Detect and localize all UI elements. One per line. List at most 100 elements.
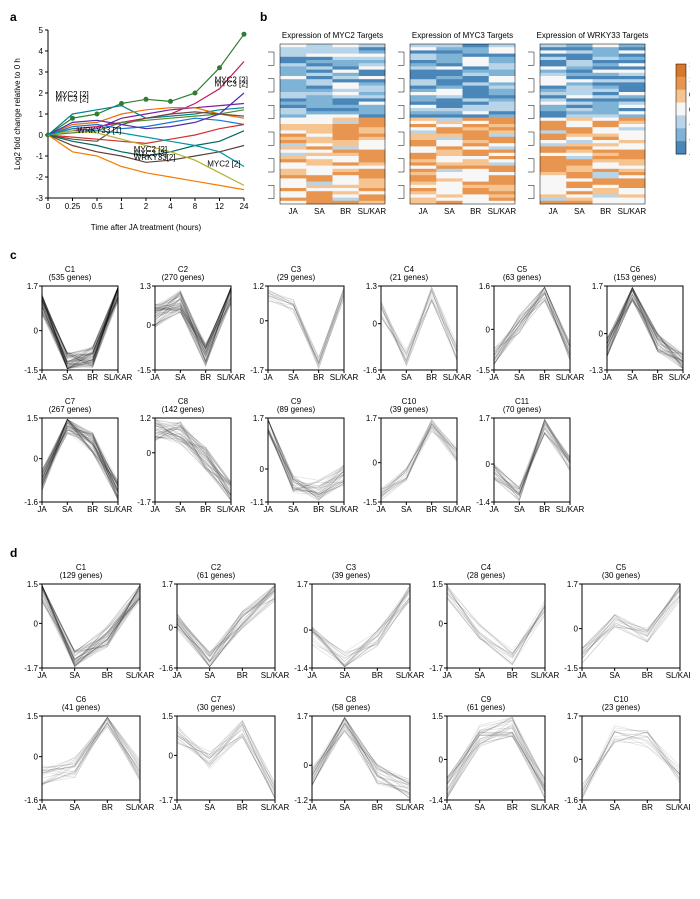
svg-text:0: 0	[373, 320, 378, 329]
svg-text:0: 0	[439, 619, 444, 628]
svg-text:BR: BR	[539, 373, 550, 382]
svg-text:0: 0	[574, 755, 579, 764]
svg-text:0: 0	[147, 321, 152, 330]
svg-text:SA: SA	[514, 505, 525, 514]
svg-text:1.5: 1.5	[27, 580, 39, 589]
svg-text:JA: JA	[602, 373, 612, 382]
svg-text:JA: JA	[489, 505, 499, 514]
svg-text:(21 genes): (21 genes)	[390, 273, 429, 282]
svg-text:1.7: 1.7	[366, 414, 378, 423]
svg-text:(30 genes): (30 genes)	[197, 703, 236, 712]
panel-d-clusters: C1(129 genes)-1.701.5JASABRSL/KARC2(61 g…	[10, 560, 690, 830]
svg-text:SA: SA	[339, 671, 350, 680]
svg-text:(535 genes): (535 genes)	[49, 273, 92, 282]
svg-text:1: 1	[119, 202, 124, 211]
svg-text:JA: JA	[442, 671, 452, 680]
svg-text:SA: SA	[69, 803, 80, 812]
svg-text:0: 0	[260, 317, 265, 326]
svg-text:0: 0	[34, 455, 39, 464]
svg-text:(61 genes): (61 genes)	[197, 571, 236, 580]
svg-text:(28 genes): (28 genes)	[467, 571, 506, 580]
svg-text:(70 genes): (70 genes)	[503, 405, 542, 414]
svg-text:JA: JA	[37, 671, 47, 680]
panel-b-heatmaps: Expression of MYC2 Targets JA SA BR SL/KAR Ex…	[260, 24, 690, 224]
svg-text:Log2 fold change relative to 0: Log2 fold change relative to 0 h	[13, 58, 22, 170]
svg-text:1.5: 1.5	[432, 712, 444, 721]
svg-text:BR: BR	[313, 505, 324, 514]
svg-text:JA: JA	[172, 671, 182, 680]
svg-text:BR: BR	[426, 505, 437, 514]
svg-text:BR: BR	[87, 505, 98, 514]
svg-text:(58 genes): (58 genes)	[332, 703, 371, 712]
svg-text:SL/KAR: SL/KAR	[488, 207, 517, 216]
svg-text:SA: SA	[204, 803, 215, 812]
svg-text:SA: SA	[627, 373, 638, 382]
svg-text:BR: BR	[102, 671, 113, 680]
panel-c: c C1(535 genes)-1.501.7JASABRSL/KARC2(27…	[10, 248, 690, 532]
svg-text:Expression of MYC3 Targets: Expression of MYC3 Targets	[412, 31, 513, 40]
svg-text:(29 genes): (29 genes)	[277, 273, 316, 282]
svg-text:SA: SA	[474, 671, 485, 680]
svg-text:SL/KAR: SL/KAR	[618, 207, 647, 216]
svg-text:SA: SA	[62, 505, 73, 514]
svg-text:SA: SA	[401, 373, 412, 382]
svg-text:BR: BR	[102, 803, 113, 812]
svg-text:12: 12	[215, 202, 224, 211]
svg-text:0: 0	[373, 459, 378, 468]
panel-b: b Expression of MYC2 TargetsJASABRSL/KAR…	[250, 10, 690, 224]
svg-text:JA: JA	[548, 207, 558, 216]
svg-text:SA: SA	[69, 671, 80, 680]
panel-c-label: c	[10, 248, 690, 262]
svg-text:1.3: 1.3	[140, 282, 152, 291]
svg-text:BR: BR	[87, 373, 98, 382]
svg-text:24: 24	[240, 202, 249, 211]
svg-text:SL/KAR: SL/KAR	[217, 373, 246, 382]
svg-text:SA: SA	[444, 207, 455, 216]
svg-text:(270 genes): (270 genes)	[162, 273, 205, 282]
svg-text:1.2: 1.2	[140, 414, 152, 423]
svg-text:Expression of MYC2 Targets: Expression of MYC2 Targets	[282, 31, 383, 40]
svg-text:1.7: 1.7	[162, 580, 174, 589]
svg-text:-0.5: -0.5	[689, 122, 690, 129]
svg-text:JA: JA	[37, 803, 47, 812]
svg-text:JA: JA	[577, 671, 587, 680]
svg-text:BR: BR	[642, 803, 653, 812]
svg-text:MYC2 [2]: MYC2 [2]	[207, 160, 240, 169]
svg-text:(89 genes): (89 genes)	[277, 405, 316, 414]
svg-text:0: 0	[304, 761, 309, 770]
svg-text:1.7: 1.7	[27, 282, 39, 291]
svg-text:(267 genes): (267 genes)	[49, 405, 92, 414]
panel-d-label: d	[10, 546, 690, 560]
svg-text:JA: JA	[307, 671, 317, 680]
svg-text:SL/KAR: SL/KAR	[396, 803, 425, 812]
svg-text:1.7: 1.7	[253, 414, 265, 423]
svg-text:SL/KAR: SL/KAR	[556, 373, 585, 382]
svg-text:BR: BR	[313, 373, 324, 382]
svg-text:0.5: 0.5	[91, 202, 103, 211]
svg-text:BR: BR	[200, 505, 211, 514]
svg-text:JA: JA	[418, 207, 428, 216]
svg-text:SL/KAR: SL/KAR	[330, 505, 359, 514]
svg-text:BR: BR	[470, 207, 481, 216]
svg-text:SA: SA	[609, 803, 620, 812]
svg-text:SA: SA	[401, 505, 412, 514]
svg-text:0: 0	[39, 131, 44, 140]
svg-text:JA: JA	[263, 373, 273, 382]
svg-text:WRKY33[2]: WRKY33[2]	[134, 153, 176, 162]
panel-c-clusters: C1(535 genes)-1.501.7JASABRSL/KARC2(270 …	[10, 262, 690, 532]
svg-text:(30 genes): (30 genes)	[602, 571, 641, 580]
svg-text:1.7: 1.7	[592, 282, 604, 291]
svg-text:1.5: 1.5	[689, 62, 690, 69]
svg-text:-1: -1	[36, 152, 44, 161]
svg-text:-2: -2	[36, 173, 44, 182]
svg-text:1.6: 1.6	[479, 282, 491, 291]
svg-text:JA: JA	[288, 207, 298, 216]
svg-text:(23 genes): (23 genes)	[602, 703, 641, 712]
svg-text:JA: JA	[150, 373, 160, 382]
svg-text:SL/KAR: SL/KAR	[531, 671, 560, 680]
svg-text:BR: BR	[652, 373, 663, 382]
svg-text:SL/KAR: SL/KAR	[666, 671, 690, 680]
panel-a-label: a	[10, 10, 250, 24]
svg-text:1.7: 1.7	[479, 414, 491, 423]
svg-text:SA: SA	[62, 373, 73, 382]
